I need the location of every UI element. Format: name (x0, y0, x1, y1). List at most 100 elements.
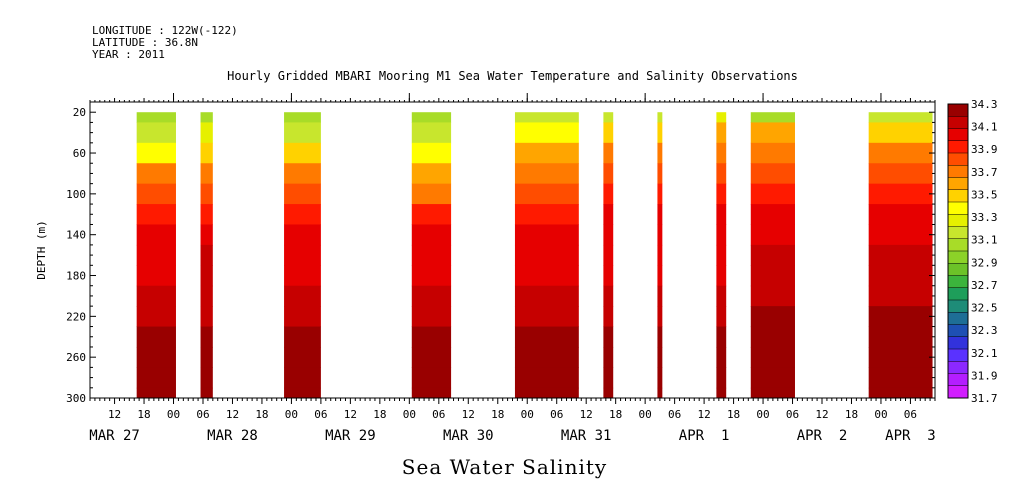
legend-swatch (948, 226, 968, 240)
legend-label: 32.9 (971, 256, 998, 269)
salinity-cell (136, 122, 176, 144)
salinity-cell (750, 112, 795, 123)
legend-swatch (948, 128, 968, 142)
salinity-cell (750, 346, 795, 368)
salinity-cell (284, 142, 321, 164)
salinity-cell (657, 265, 663, 287)
salinity-cell (603, 224, 614, 246)
salinity-cell (868, 265, 933, 287)
data-segment (411, 112, 452, 399)
x-tick-label: 12 (580, 408, 593, 421)
salinity-cell (284, 367, 321, 389)
salinity-cell (868, 346, 933, 368)
legend-label: 33.9 (971, 143, 998, 156)
plot-area (136, 112, 933, 399)
salinity-cell (603, 326, 614, 348)
salinity-cell (200, 112, 213, 123)
salinity-cell (514, 204, 579, 225)
colorbar-legend: 34.3 34.1 33.9 33.7 33.5 33.3 33.1 32.9 32.7 32.5… (947, 98, 998, 405)
salinity-cell (657, 326, 663, 348)
data-segment (200, 112, 213, 399)
salinity-cell (200, 244, 213, 266)
salinity-cell (411, 346, 452, 368)
legend-swatch (948, 251, 968, 264)
salinity-cell (411, 367, 452, 389)
salinity-cell (868, 244, 933, 266)
salinity-cell (284, 183, 321, 205)
y-tick-label: 260 (66, 351, 86, 364)
salinity-cell (136, 326, 176, 348)
data-segment (716, 112, 727, 399)
y-tick-label: 180 (66, 270, 86, 283)
y-tick-label: 20 (73, 106, 86, 119)
legend-label: 31.9 (971, 369, 998, 382)
salinity-cell (603, 122, 614, 144)
salinity-cell (750, 326, 795, 348)
legend-label: 33.5 (971, 188, 998, 201)
salinity-cell (284, 244, 321, 266)
salinity-cell (716, 224, 727, 246)
legend-swatch (948, 324, 968, 338)
x-tick-label: 18 (727, 408, 740, 421)
x-tick-label: 00 (521, 408, 534, 421)
salinity-cell (603, 163, 614, 185)
x-tick-label: 12 (462, 408, 475, 421)
x-tick-label: 18 (609, 408, 622, 421)
x-tick-label: 00 (403, 408, 416, 421)
salinity-cell (657, 122, 663, 144)
salinity-cell (514, 112, 579, 123)
salinity-cell (514, 346, 579, 368)
salinity-cell (411, 265, 452, 287)
salinity-cell (200, 142, 213, 164)
salinity-cell (603, 387, 614, 399)
salinity-cell (284, 163, 321, 185)
x-tick-label: 12 (226, 408, 239, 421)
salinity-cell (750, 367, 795, 389)
salinity-cell (750, 163, 795, 185)
salinity-cell (868, 204, 933, 225)
legend-swatch (948, 214, 968, 227)
salinity-cell (603, 142, 614, 164)
salinity-cell (136, 387, 176, 399)
x-tick-label: 18 (373, 408, 386, 421)
x-tick-label: 12 (108, 408, 121, 421)
salinity-cell (750, 224, 795, 246)
salinity-cell (750, 204, 795, 225)
salinity-cell (200, 367, 213, 389)
salinity-cell (716, 244, 727, 266)
salinity-cell (284, 112, 321, 123)
legend-swatch (948, 275, 968, 289)
legend-label: 33.7 (971, 166, 998, 179)
x-tick-label: 00 (639, 408, 652, 421)
salinity-cell (657, 285, 663, 307)
salinity-cell (514, 387, 579, 399)
y-tick-label: 300 (66, 392, 86, 405)
salinity-cell (200, 122, 213, 144)
axes: 12 18 00 06 12 18 00 06 12 18 00 06 12 18 00 06 12 18 00 06… (66, 93, 936, 444)
salinity-cell (868, 326, 933, 348)
salinity-cell (514, 224, 579, 246)
chart-caption: Sea Water Salinity (401, 455, 608, 479)
salinity-cell (657, 244, 663, 266)
data-segment (603, 112, 614, 399)
x-tick-label: 06 (314, 408, 327, 421)
legend-label: 32.1 (971, 347, 998, 360)
x-tick-label: 00 (756, 408, 769, 421)
salinity-cell (200, 346, 213, 368)
legend-swatch (948, 361, 968, 374)
data-segment (136, 112, 176, 399)
salinity-cell (284, 285, 321, 307)
x-tick-label: 18 (137, 408, 150, 421)
legend-label: 34.1 (971, 121, 998, 134)
salinity-cell (603, 306, 614, 328)
salinity-cell (200, 265, 213, 287)
salinity-cell (868, 163, 933, 185)
x-tick-label: 06 (550, 408, 563, 421)
x-tick-label: 12 (344, 408, 357, 421)
salinity-cell (716, 112, 727, 123)
salinity-cell (868, 387, 933, 399)
x-tick-label: 12 (697, 408, 710, 421)
data-segment (657, 112, 663, 399)
year-label: YEAR : 2011 (92, 48, 165, 61)
